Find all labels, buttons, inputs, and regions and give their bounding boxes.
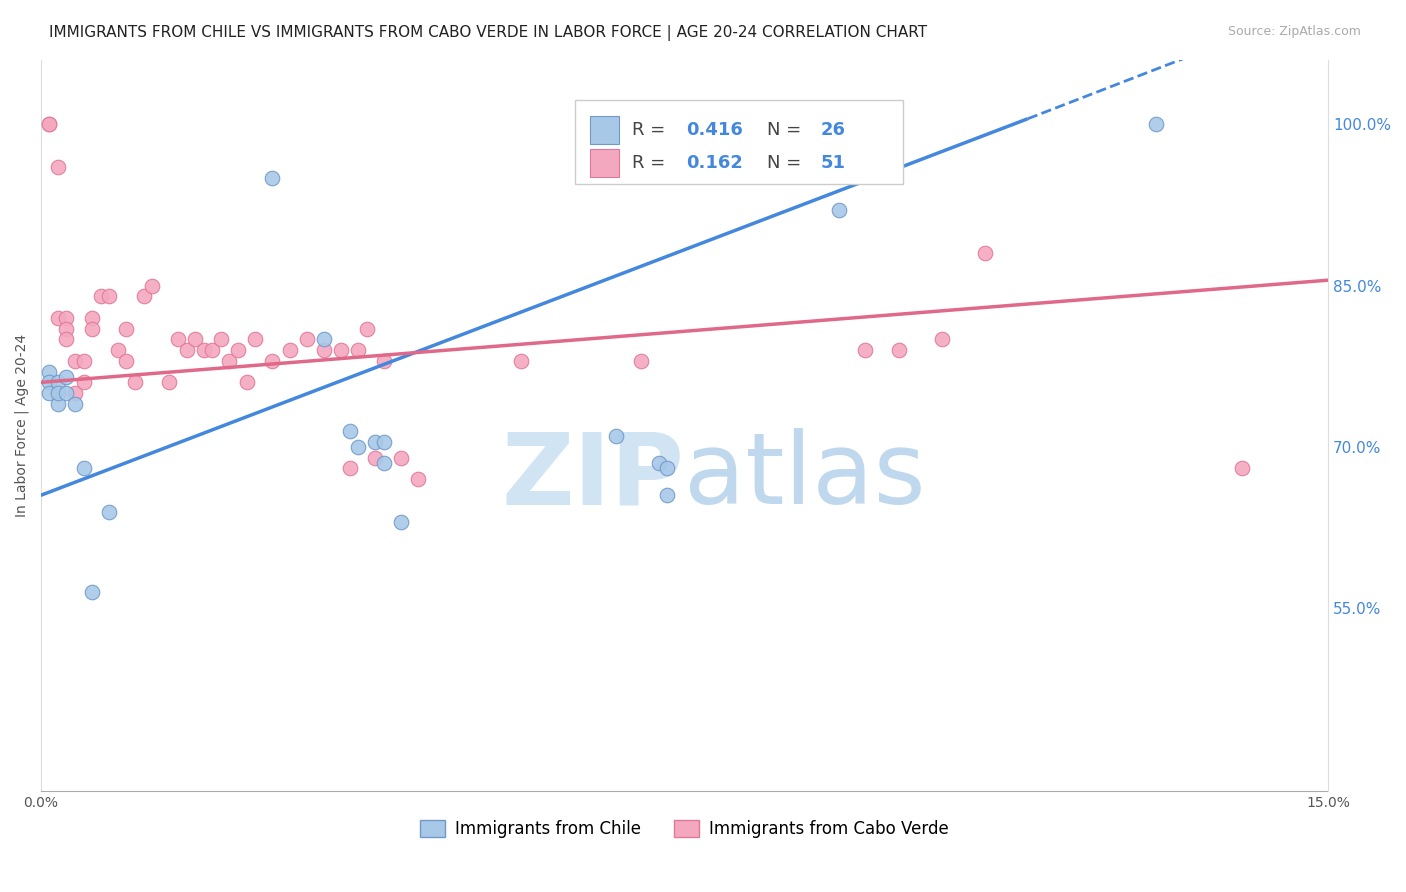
- Text: Source: ZipAtlas.com: Source: ZipAtlas.com: [1227, 25, 1361, 38]
- Point: [38, 117, 60, 131]
- Point: [373, 456, 395, 470]
- Point: [55, 370, 77, 384]
- Point: [72, 461, 94, 475]
- Text: ZIP: ZIP: [502, 428, 685, 525]
- Point: [295, 332, 318, 346]
- Point: [132, 289, 155, 303]
- Point: [82, 585, 104, 599]
- Text: 26: 26: [821, 120, 846, 139]
- Point: [373, 354, 395, 368]
- Text: R =: R =: [631, 153, 671, 172]
- Point: [262, 171, 284, 186]
- Text: 51: 51: [821, 153, 846, 172]
- Point: [72, 376, 94, 390]
- Point: [356, 321, 378, 335]
- Point: [389, 450, 412, 465]
- Point: [98, 289, 121, 303]
- Point: [373, 434, 395, 449]
- Point: [193, 343, 215, 358]
- Point: [510, 354, 533, 368]
- Point: [235, 376, 257, 390]
- Point: [124, 376, 146, 390]
- Point: [364, 450, 387, 465]
- Point: [218, 354, 240, 368]
- Point: [201, 343, 224, 358]
- Point: [347, 440, 370, 454]
- Point: [141, 278, 163, 293]
- Point: [82, 321, 104, 335]
- Point: [647, 456, 669, 470]
- Point: [98, 504, 121, 518]
- Text: IMMIGRANTS FROM CHILE VS IMMIGRANTS FROM CABO VERDE IN LABOR FORCE | AGE 20-24 C: IMMIGRANTS FROM CHILE VS IMMIGRANTS FROM…: [49, 25, 928, 41]
- Text: R =: R =: [631, 120, 671, 139]
- Point: [1232, 461, 1254, 475]
- Text: N =: N =: [766, 120, 807, 139]
- Point: [973, 246, 995, 260]
- Point: [167, 332, 190, 346]
- Point: [389, 516, 412, 530]
- Point: [55, 332, 77, 346]
- Point: [262, 354, 284, 368]
- Text: 0.162: 0.162: [686, 153, 742, 172]
- Point: [46, 397, 69, 411]
- Point: [157, 376, 180, 390]
- Point: [278, 343, 301, 358]
- Point: [63, 386, 86, 401]
- Point: [931, 332, 953, 346]
- Point: [46, 160, 69, 174]
- Point: [46, 376, 69, 390]
- Point: [364, 434, 387, 449]
- Point: [63, 354, 86, 368]
- Point: [853, 343, 876, 358]
- Point: [630, 354, 652, 368]
- Point: [176, 343, 198, 358]
- Point: [312, 332, 335, 346]
- Point: [55, 310, 77, 325]
- Point: [90, 289, 112, 303]
- Point: [347, 343, 370, 358]
- Point: [312, 343, 335, 358]
- Text: 0.416: 0.416: [686, 120, 742, 139]
- Y-axis label: In Labor Force | Age 20-24: In Labor Force | Age 20-24: [15, 334, 30, 517]
- Point: [184, 332, 207, 346]
- Point: [107, 343, 129, 358]
- FancyBboxPatch shape: [591, 116, 619, 144]
- Point: [55, 321, 77, 335]
- FancyBboxPatch shape: [575, 100, 903, 184]
- Point: [38, 117, 60, 131]
- Point: [55, 386, 77, 401]
- Text: N =: N =: [766, 153, 807, 172]
- Point: [657, 461, 679, 475]
- Point: [226, 343, 249, 358]
- Point: [38, 386, 60, 401]
- Legend: Immigrants from Chile, Immigrants from Cabo Verde: Immigrants from Chile, Immigrants from C…: [413, 814, 956, 845]
- Point: [245, 332, 267, 346]
- Point: [339, 461, 361, 475]
- Point: [72, 354, 94, 368]
- Point: [887, 343, 910, 358]
- Point: [330, 343, 353, 358]
- Point: [209, 332, 232, 346]
- Point: [82, 310, 104, 325]
- Point: [46, 386, 69, 401]
- Point: [115, 354, 138, 368]
- Point: [408, 472, 430, 486]
- Point: [1146, 117, 1168, 131]
- Point: [828, 203, 851, 218]
- Point: [115, 321, 138, 335]
- Point: [46, 310, 69, 325]
- Point: [38, 365, 60, 379]
- FancyBboxPatch shape: [591, 149, 619, 177]
- Text: atlas: atlas: [685, 428, 927, 525]
- Point: [63, 397, 86, 411]
- Point: [38, 376, 60, 390]
- Point: [605, 429, 627, 443]
- Point: [339, 424, 361, 438]
- Point: [657, 488, 679, 502]
